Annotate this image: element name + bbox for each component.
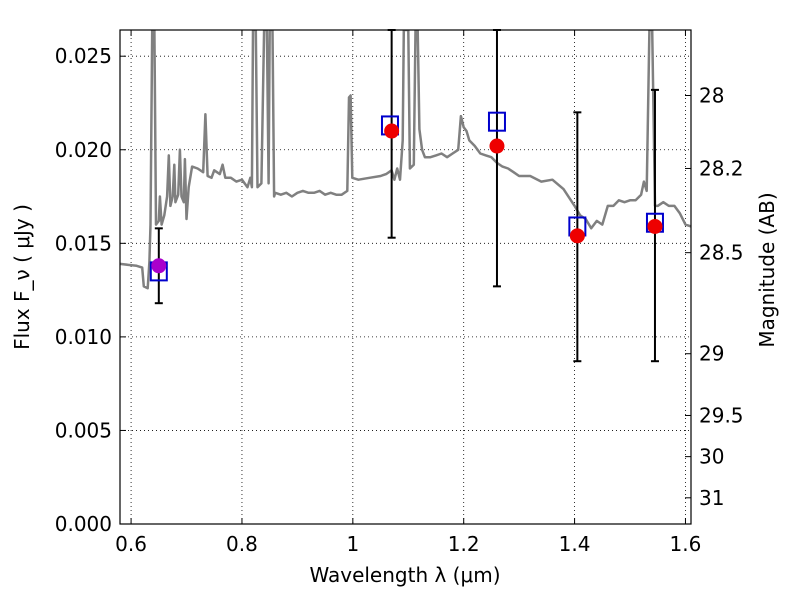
x-tick-label: 1.2 xyxy=(448,532,480,556)
y-tick-label: 0.005 xyxy=(55,418,112,442)
observed-circle-point xyxy=(151,258,167,274)
x-tick-label: 1.4 xyxy=(559,532,591,556)
y-tick-label: 0.020 xyxy=(55,138,112,162)
observed-circle-point xyxy=(647,218,663,234)
x-tick-label: 1 xyxy=(346,532,359,556)
right-tick-label: 30 xyxy=(699,445,724,469)
plot-background xyxy=(120,30,691,524)
x-tick-label: 0.8 xyxy=(226,532,258,556)
data-points xyxy=(149,29,664,363)
y-tick-label: 0.015 xyxy=(55,231,112,255)
y-tick-label: 0.010 xyxy=(55,325,112,349)
right-tick-label: 28 xyxy=(699,83,724,107)
plot-frame xyxy=(119,29,692,525)
x-tick-label: 1.6 xyxy=(670,532,702,556)
y-tick-label: 0.025 xyxy=(55,44,112,68)
right-tick-label: 28.2 xyxy=(699,156,744,180)
right-tick-label: 28.5 xyxy=(699,241,744,265)
y-tick-label: 0.000 xyxy=(55,512,112,536)
right-tick-label: 29 xyxy=(699,342,724,366)
observed-circle-point xyxy=(489,138,505,154)
y-axis-label: Flux F_ν ( μJy ) xyxy=(10,204,34,350)
observed-circle-point xyxy=(384,123,400,139)
right-tick-label: 29.5 xyxy=(699,403,744,427)
model-square-point xyxy=(487,111,506,132)
x-tick-label: 0.6 xyxy=(115,532,147,556)
x-axis-label: Wavelength λ (μm) xyxy=(309,563,500,587)
right-axis-label: Magnitude (AB) xyxy=(755,192,779,347)
right-tick-label: 31 xyxy=(699,486,724,510)
axis-ticks: 0.6 0.8 1 1.2 1.4 1.6 0.000 0.005 0.010 0.015 0.02… xyxy=(55,30,744,556)
observed-circle-point xyxy=(569,228,585,244)
